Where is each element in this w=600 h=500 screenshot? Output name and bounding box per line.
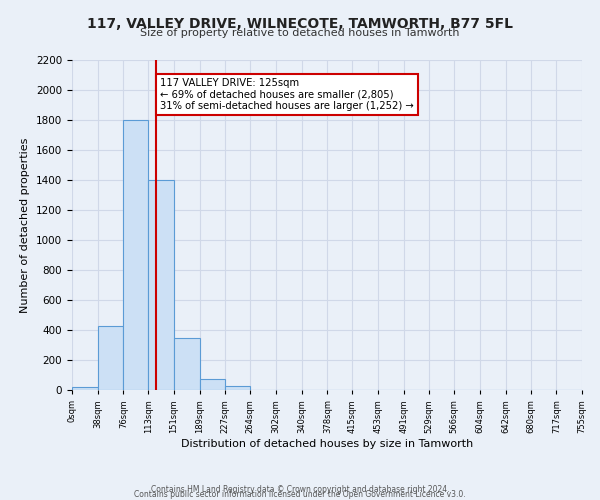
Text: Contains HM Land Registry data © Crown copyright and database right 2024.: Contains HM Land Registry data © Crown c…	[151, 484, 449, 494]
Bar	[200, 379, 226, 390]
Bar	[72, 387, 98, 390]
Text: 117 VALLEY DRIVE: 125sqm
← 69% of detached houses are smaller (2,805)
31% of sem: 117 VALLEY DRIVE: 125sqm ← 69% of detach…	[160, 78, 413, 111]
Text: Contains public sector information licensed under the Open Government Licence v3: Contains public sector information licen…	[134, 490, 466, 499]
Bar	[124, 120, 148, 390]
Bar	[98, 326, 124, 390]
Y-axis label: Number of detached properties: Number of detached properties	[20, 138, 31, 312]
Bar	[226, 386, 250, 390]
X-axis label: Distribution of detached houses by size in Tamworth: Distribution of detached houses by size …	[181, 438, 473, 448]
Text: 117, VALLEY DRIVE, WILNECOTE, TAMWORTH, B77 5FL: 117, VALLEY DRIVE, WILNECOTE, TAMWORTH, …	[87, 18, 513, 32]
Bar	[174, 338, 200, 390]
Bar	[148, 180, 174, 390]
Text: Size of property relative to detached houses in Tamworth: Size of property relative to detached ho…	[140, 28, 460, 38]
